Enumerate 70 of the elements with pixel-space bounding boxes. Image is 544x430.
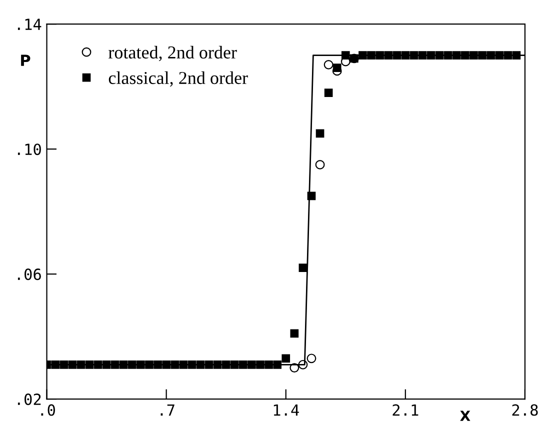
- point: [102, 360, 111, 369]
- point: [504, 51, 512, 60]
- point: [298, 360, 308, 370]
- point: [290, 329, 299, 338]
- x-tick-label: .7: [160, 404, 174, 416]
- point: [376, 51, 384, 60]
- point: [68, 360, 77, 369]
- point: [196, 360, 205, 369]
- point: [426, 51, 436, 60]
- point: [290, 363, 300, 373]
- point: [162, 360, 170, 369]
- point: [315, 160, 325, 170]
- point: [128, 360, 136, 369]
- point: [213, 360, 222, 369]
- point: [410, 51, 418, 60]
- y-tick-label: .14: [18, 18, 42, 30]
- point: [76, 360, 86, 369]
- point: [256, 360, 264, 369]
- y-tick-label: .02: [18, 394, 41, 406]
- x-tick-label: .0: [41, 404, 55, 416]
- y-tick-label: .06: [18, 268, 41, 280]
- point: [170, 360, 180, 369]
- point: [367, 51, 376, 60]
- point: [248, 360, 256, 369]
- point: [486, 51, 495, 60]
- point: [512, 51, 521, 60]
- point: [264, 360, 273, 369]
- point: [154, 360, 162, 369]
- x-tick-label: 2.1: [392, 404, 418, 416]
- point: [435, 51, 444, 60]
- point: [298, 264, 308, 272]
- point: [461, 51, 470, 60]
- point: [418, 51, 427, 60]
- x-axis-title: X: [460, 410, 470, 421]
- point: [273, 360, 282, 369]
- point: [145, 360, 154, 369]
- point: [179, 360, 188, 369]
- y-axis-title: P: [21, 54, 30, 66]
- y-tick-label: .10: [18, 144, 41, 156]
- point: [316, 129, 324, 138]
- point: [401, 51, 410, 60]
- legend-label: rotated, 2nd order: [108, 46, 237, 62]
- point: [239, 360, 248, 369]
- x-tick-label: 1.4: [274, 404, 299, 416]
- point: [306, 354, 316, 364]
- point: [495, 51, 504, 60]
- point: [60, 360, 68, 369]
- point: [470, 51, 478, 60]
- point: [230, 360, 239, 369]
- point: [110, 360, 120, 369]
- point: [85, 360, 94, 369]
- point: [384, 51, 393, 60]
- point: [452, 51, 461, 60]
- point: [119, 360, 128, 369]
- point: [204, 360, 214, 369]
- x-tick-label: 2.8: [512, 404, 538, 416]
- point: [51, 360, 60, 369]
- point: [392, 51, 402, 60]
- point: [324, 88, 333, 97]
- point: [222, 360, 230, 369]
- point: [358, 51, 367, 60]
- legend-label: classical, 2nd order: [108, 71, 248, 87]
- point: [188, 360, 196, 369]
- point: [324, 60, 334, 70]
- point: [282, 354, 290, 363]
- point: [136, 360, 145, 369]
- point: [307, 192, 316, 200]
- point: [478, 51, 486, 60]
- point: [444, 51, 452, 60]
- point: [94, 360, 102, 369]
